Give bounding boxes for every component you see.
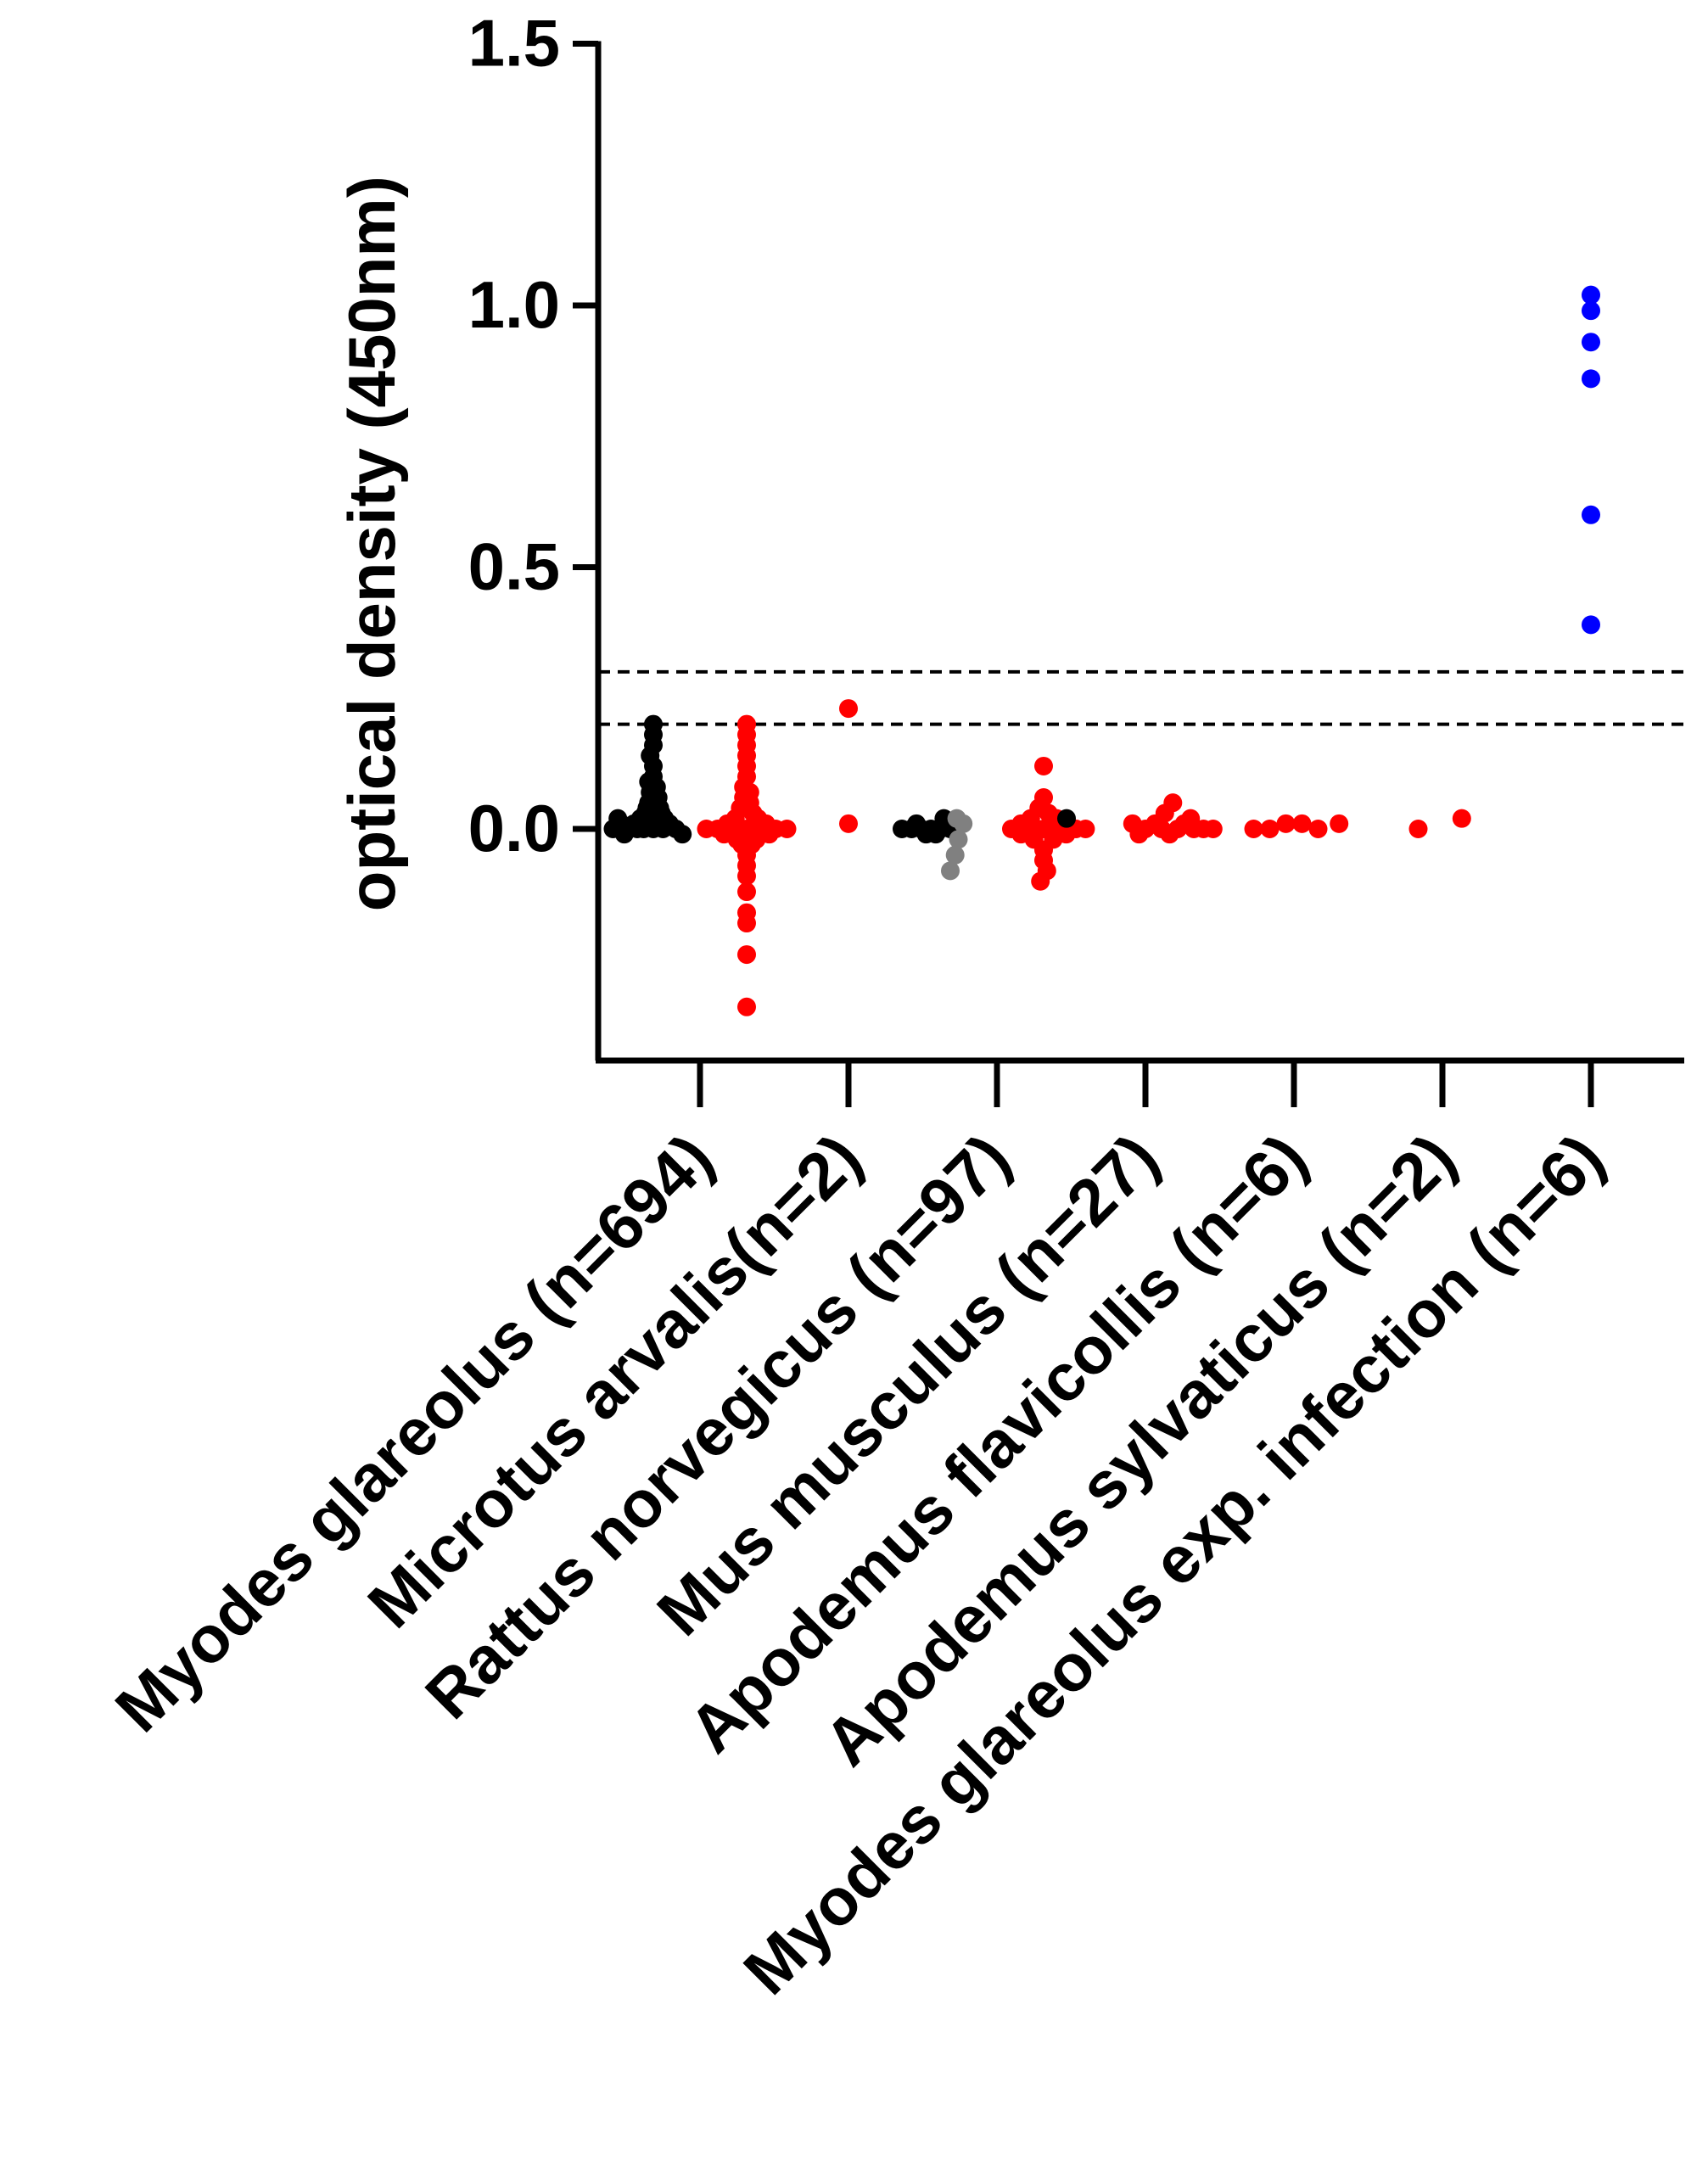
axes xyxy=(573,41,1684,1107)
data-point-blue xyxy=(1582,615,1600,635)
data-point-red xyxy=(737,914,756,933)
data-point-black xyxy=(907,814,927,833)
data-point-red xyxy=(1034,756,1053,775)
data-point-red xyxy=(1276,814,1296,833)
data-point-red xyxy=(1160,825,1179,844)
data-point-black xyxy=(647,814,666,833)
data-point-blue xyxy=(1582,369,1600,389)
data-point-gray xyxy=(949,830,968,849)
data-point-red xyxy=(1244,820,1263,838)
data-point-red xyxy=(839,814,858,833)
data-point-black xyxy=(673,825,692,844)
y-tick-label: 0.5 xyxy=(468,529,560,604)
data-point-red xyxy=(839,699,858,719)
axis-labels: 0.0 0.5 1.0 1.5 optical density (450nm) Myode… xyxy=(101,6,1618,2009)
data-point-gray xyxy=(954,814,973,833)
data-point-gray xyxy=(941,861,960,881)
data-point-black xyxy=(1057,809,1076,828)
x-tick-label: Myodes glareolus (n=694) xyxy=(101,1120,727,1746)
data-point-red xyxy=(1408,820,1428,838)
data-point-red xyxy=(1452,809,1471,828)
y-tick-label: 1.0 xyxy=(468,267,560,342)
y-tick-label: 0.0 xyxy=(468,791,560,865)
data-points xyxy=(603,285,1600,1016)
y-tick-label: 1.5 xyxy=(468,6,560,81)
data-point-red xyxy=(737,945,756,965)
data-point-red xyxy=(1031,871,1050,891)
data-point-red xyxy=(1260,820,1280,838)
data-point-red xyxy=(1330,814,1349,833)
data-point-black xyxy=(934,809,954,828)
data-point-red xyxy=(1292,814,1312,833)
data-point-blue xyxy=(1582,505,1600,524)
data-point-red xyxy=(1076,820,1095,838)
reference-lines xyxy=(598,669,1684,726)
data-point-black xyxy=(628,820,647,838)
data-point-red xyxy=(1308,820,1328,838)
data-point-red xyxy=(737,866,756,886)
data-point-red xyxy=(1129,825,1149,844)
data-point-blue xyxy=(1582,301,1600,321)
data-point-red xyxy=(1194,820,1213,838)
data-point-red xyxy=(737,997,756,1016)
data-point-gray xyxy=(945,845,965,865)
data-point-blue xyxy=(1582,285,1600,305)
data-point-red xyxy=(777,820,797,838)
data-point-blue xyxy=(1582,333,1600,352)
y-axis-label: optical density (450nm) xyxy=(334,176,409,911)
data-point-red xyxy=(737,882,756,902)
data-point-red xyxy=(1174,814,1194,833)
